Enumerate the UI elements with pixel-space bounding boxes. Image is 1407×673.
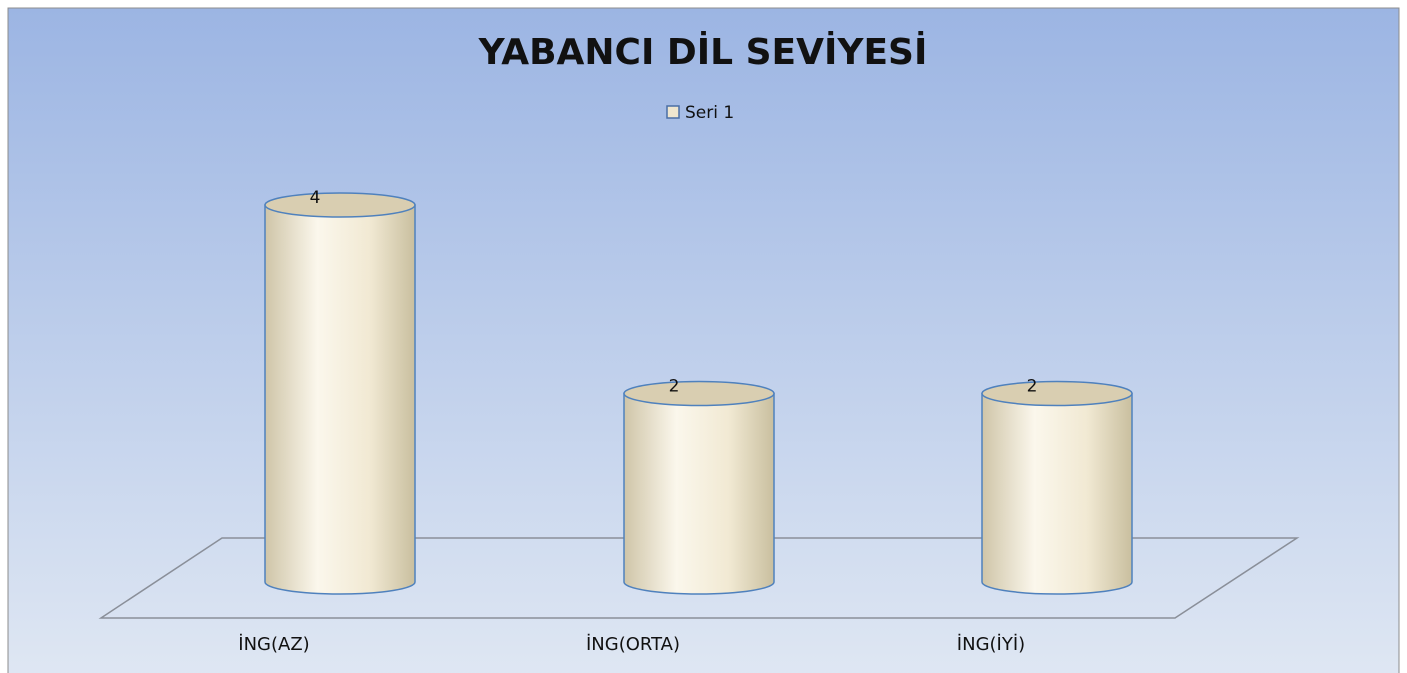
legend-label: Seri 1 <box>685 103 734 123</box>
cylinder-top <box>264 192 416 218</box>
floor <box>98 537 1300 619</box>
cylinder-body <box>981 392 1133 595</box>
x-tick-label: İNG(İYİ) <box>957 634 1025 655</box>
data-label: 2 <box>669 377 680 397</box>
x-tick-label: İNG(ORTA) <box>586 634 680 655</box>
cylinder-body <box>264 204 416 595</box>
data-label: 4 <box>310 188 321 208</box>
cylinder-top <box>981 380 1133 407</box>
data-label: 2 <box>1027 377 1038 397</box>
cylinder-body <box>623 392 775 595</box>
chart-title: YABANCI DİL SEVİYESİ <box>478 31 928 73</box>
cylinder-top <box>623 380 775 407</box>
legend-swatch <box>666 105 680 119</box>
x-tick-label: İNG(AZ) <box>238 634 309 655</box>
